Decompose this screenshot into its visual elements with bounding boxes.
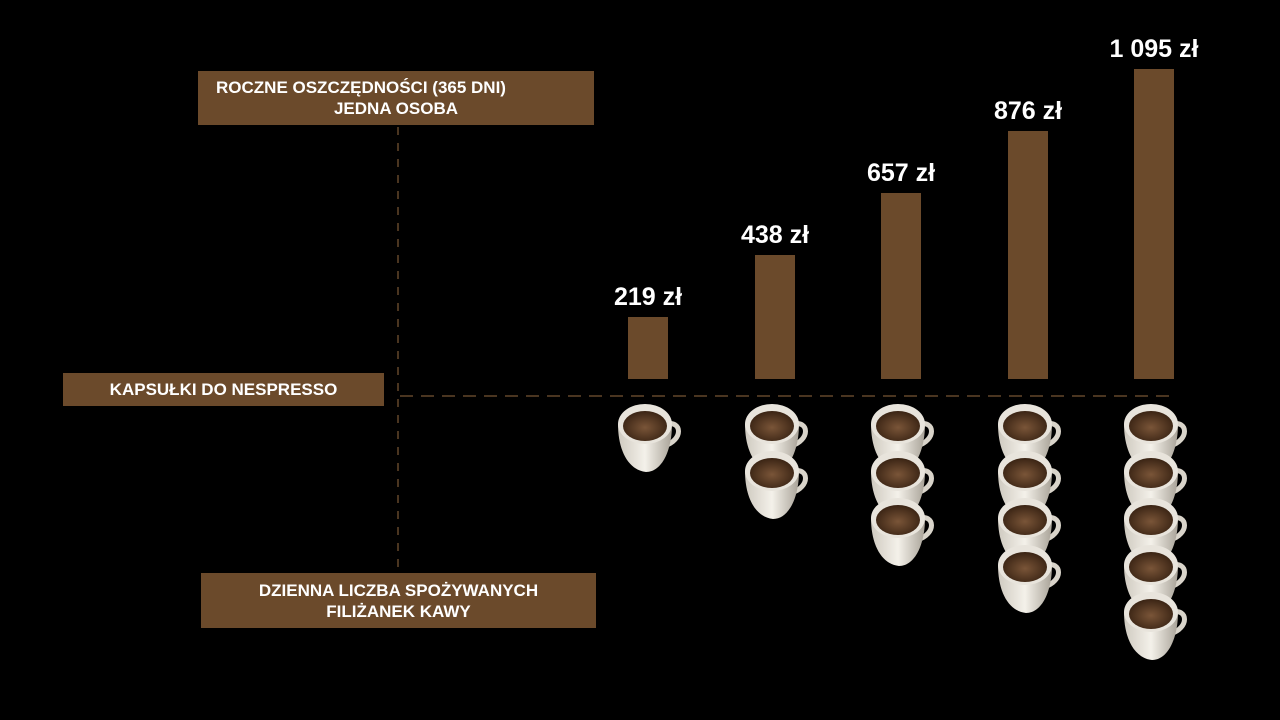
coffee-cup-icon bbox=[998, 404, 1061, 472]
coffee-cup-icon bbox=[618, 404, 681, 472]
y-axis-title-line-1: ROCZNE OSZCZĘDNOŚCI (365 DNI) bbox=[216, 78, 506, 97]
data-label: 876 zł bbox=[994, 97, 1062, 125]
data-label: 657 zł bbox=[867, 159, 935, 187]
data-label: 438 zł bbox=[741, 221, 809, 249]
coffee-cup-icon bbox=[998, 451, 1061, 519]
coffee-cup-icon bbox=[745, 451, 808, 519]
coffee-cup-icon bbox=[1124, 592, 1187, 660]
y-axis-title-line-2: JEDNA OSOBA bbox=[333, 99, 459, 118]
data-label: 1 095 zł bbox=[1110, 35, 1199, 63]
bar bbox=[755, 255, 795, 379]
bar bbox=[628, 317, 668, 379]
data-label: 219 zł bbox=[614, 283, 682, 311]
y-axis-title-box: ROCZNE OSZCZĘDNOŚCI (365 DNI) JEDNA OSOB… bbox=[198, 71, 594, 125]
x-axis-title-line-1: DZIENNA LICZBA SPOŻYWANYCH bbox=[258, 580, 539, 600]
coffee-cup-icon bbox=[1124, 498, 1187, 566]
bar bbox=[881, 193, 921, 379]
coffee-cup-icon bbox=[871, 498, 934, 566]
x-axis-title-box: DZIENNA LICZBA SPOŻYWANYCH FILIŻANEK KAW… bbox=[201, 573, 596, 628]
bar bbox=[1008, 131, 1048, 379]
series-label: KAPSUŁKI DO NESPRESSO bbox=[109, 380, 338, 399]
x-axis-title-line-2: FILIŻANEK KAWY bbox=[326, 601, 471, 621]
coffee-cup-icon bbox=[998, 545, 1061, 613]
bar bbox=[1134, 69, 1174, 379]
series-label-box: KAPSUŁKI DO NESPRESSO bbox=[63, 373, 384, 406]
